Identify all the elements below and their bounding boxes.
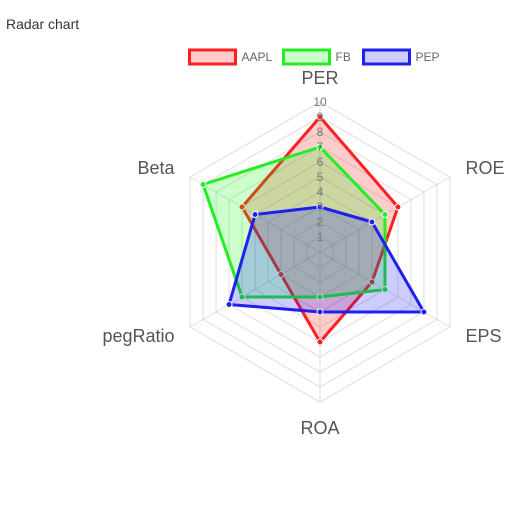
data-point[interactable]: [251, 211, 259, 218]
tick-label: 9: [317, 110, 324, 124]
series-fb: [199, 143, 389, 301]
legend[interactable]: AAPL FB PEP: [188, 48, 440, 66]
tick-label: 1: [317, 230, 324, 244]
data-point[interactable]: [381, 286, 389, 293]
data-point[interactable]: [316, 143, 324, 151]
series-aapl: [238, 113, 402, 346]
data-point[interactable]: [368, 278, 376, 286]
data-point[interactable]: [316, 308, 324, 316]
tick-label: 2: [317, 215, 324, 229]
data-point[interactable]: [381, 211, 389, 218]
data-point[interactable]: [394, 203, 402, 211]
data-point[interactable]: [199, 181, 207, 188]
legend-swatch: [362, 48, 411, 66]
data-point[interactable]: [316, 338, 324, 346]
legend-item-aapl[interactable]: AAPL: [188, 48, 273, 66]
series-layer: [199, 113, 428, 346]
axis-labels: PER ROE EPS ROA pegRatio Beta: [102, 68, 504, 438]
page-title: Radar chart: [6, 16, 80, 32]
axis-label-eps: EPS: [465, 326, 501, 346]
data-point[interactable]: [316, 203, 324, 211]
tick-label: 3: [317, 200, 324, 214]
tick-label: 5: [317, 170, 324, 184]
data-point[interactable]: [316, 113, 324, 121]
data-point[interactable]: [368, 218, 376, 226]
data-point[interactable]: [238, 293, 246, 301]
legend-label: AAPL: [242, 50, 273, 64]
tick-label: 10: [313, 95, 327, 109]
legend-label: FB: [336, 50, 351, 64]
data-point[interactable]: [238, 203, 246, 211]
axis-label-roa: ROA: [300, 418, 339, 438]
legend-item-pep[interactable]: PEP: [362, 48, 440, 66]
axis-label-roe: ROE: [465, 158, 504, 178]
legend-swatch: [188, 48, 237, 66]
spoke-line: [189, 251, 321, 328]
axis-label-beta: Beta: [137, 158, 175, 178]
tick-label: 8: [317, 125, 324, 139]
data-point[interactable]: [225, 301, 233, 308]
axis-label-pegratio: pegRatio: [102, 326, 174, 346]
data-point[interactable]: [316, 293, 324, 301]
legend-swatch: [282, 48, 331, 66]
series-pep: [225, 203, 428, 316]
series-area: [227, 205, 426, 314]
data-point[interactable]: [277, 271, 285, 278]
tick-label: 6: [317, 155, 324, 169]
data-point[interactable]: [420, 308, 428, 316]
tick-label: 4: [317, 185, 324, 199]
tick-label: 7: [317, 140, 324, 154]
legend-item-fb[interactable]: FB: [282, 48, 351, 66]
axis-label-per: PER: [301, 68, 338, 88]
legend-label: PEP: [416, 50, 440, 64]
